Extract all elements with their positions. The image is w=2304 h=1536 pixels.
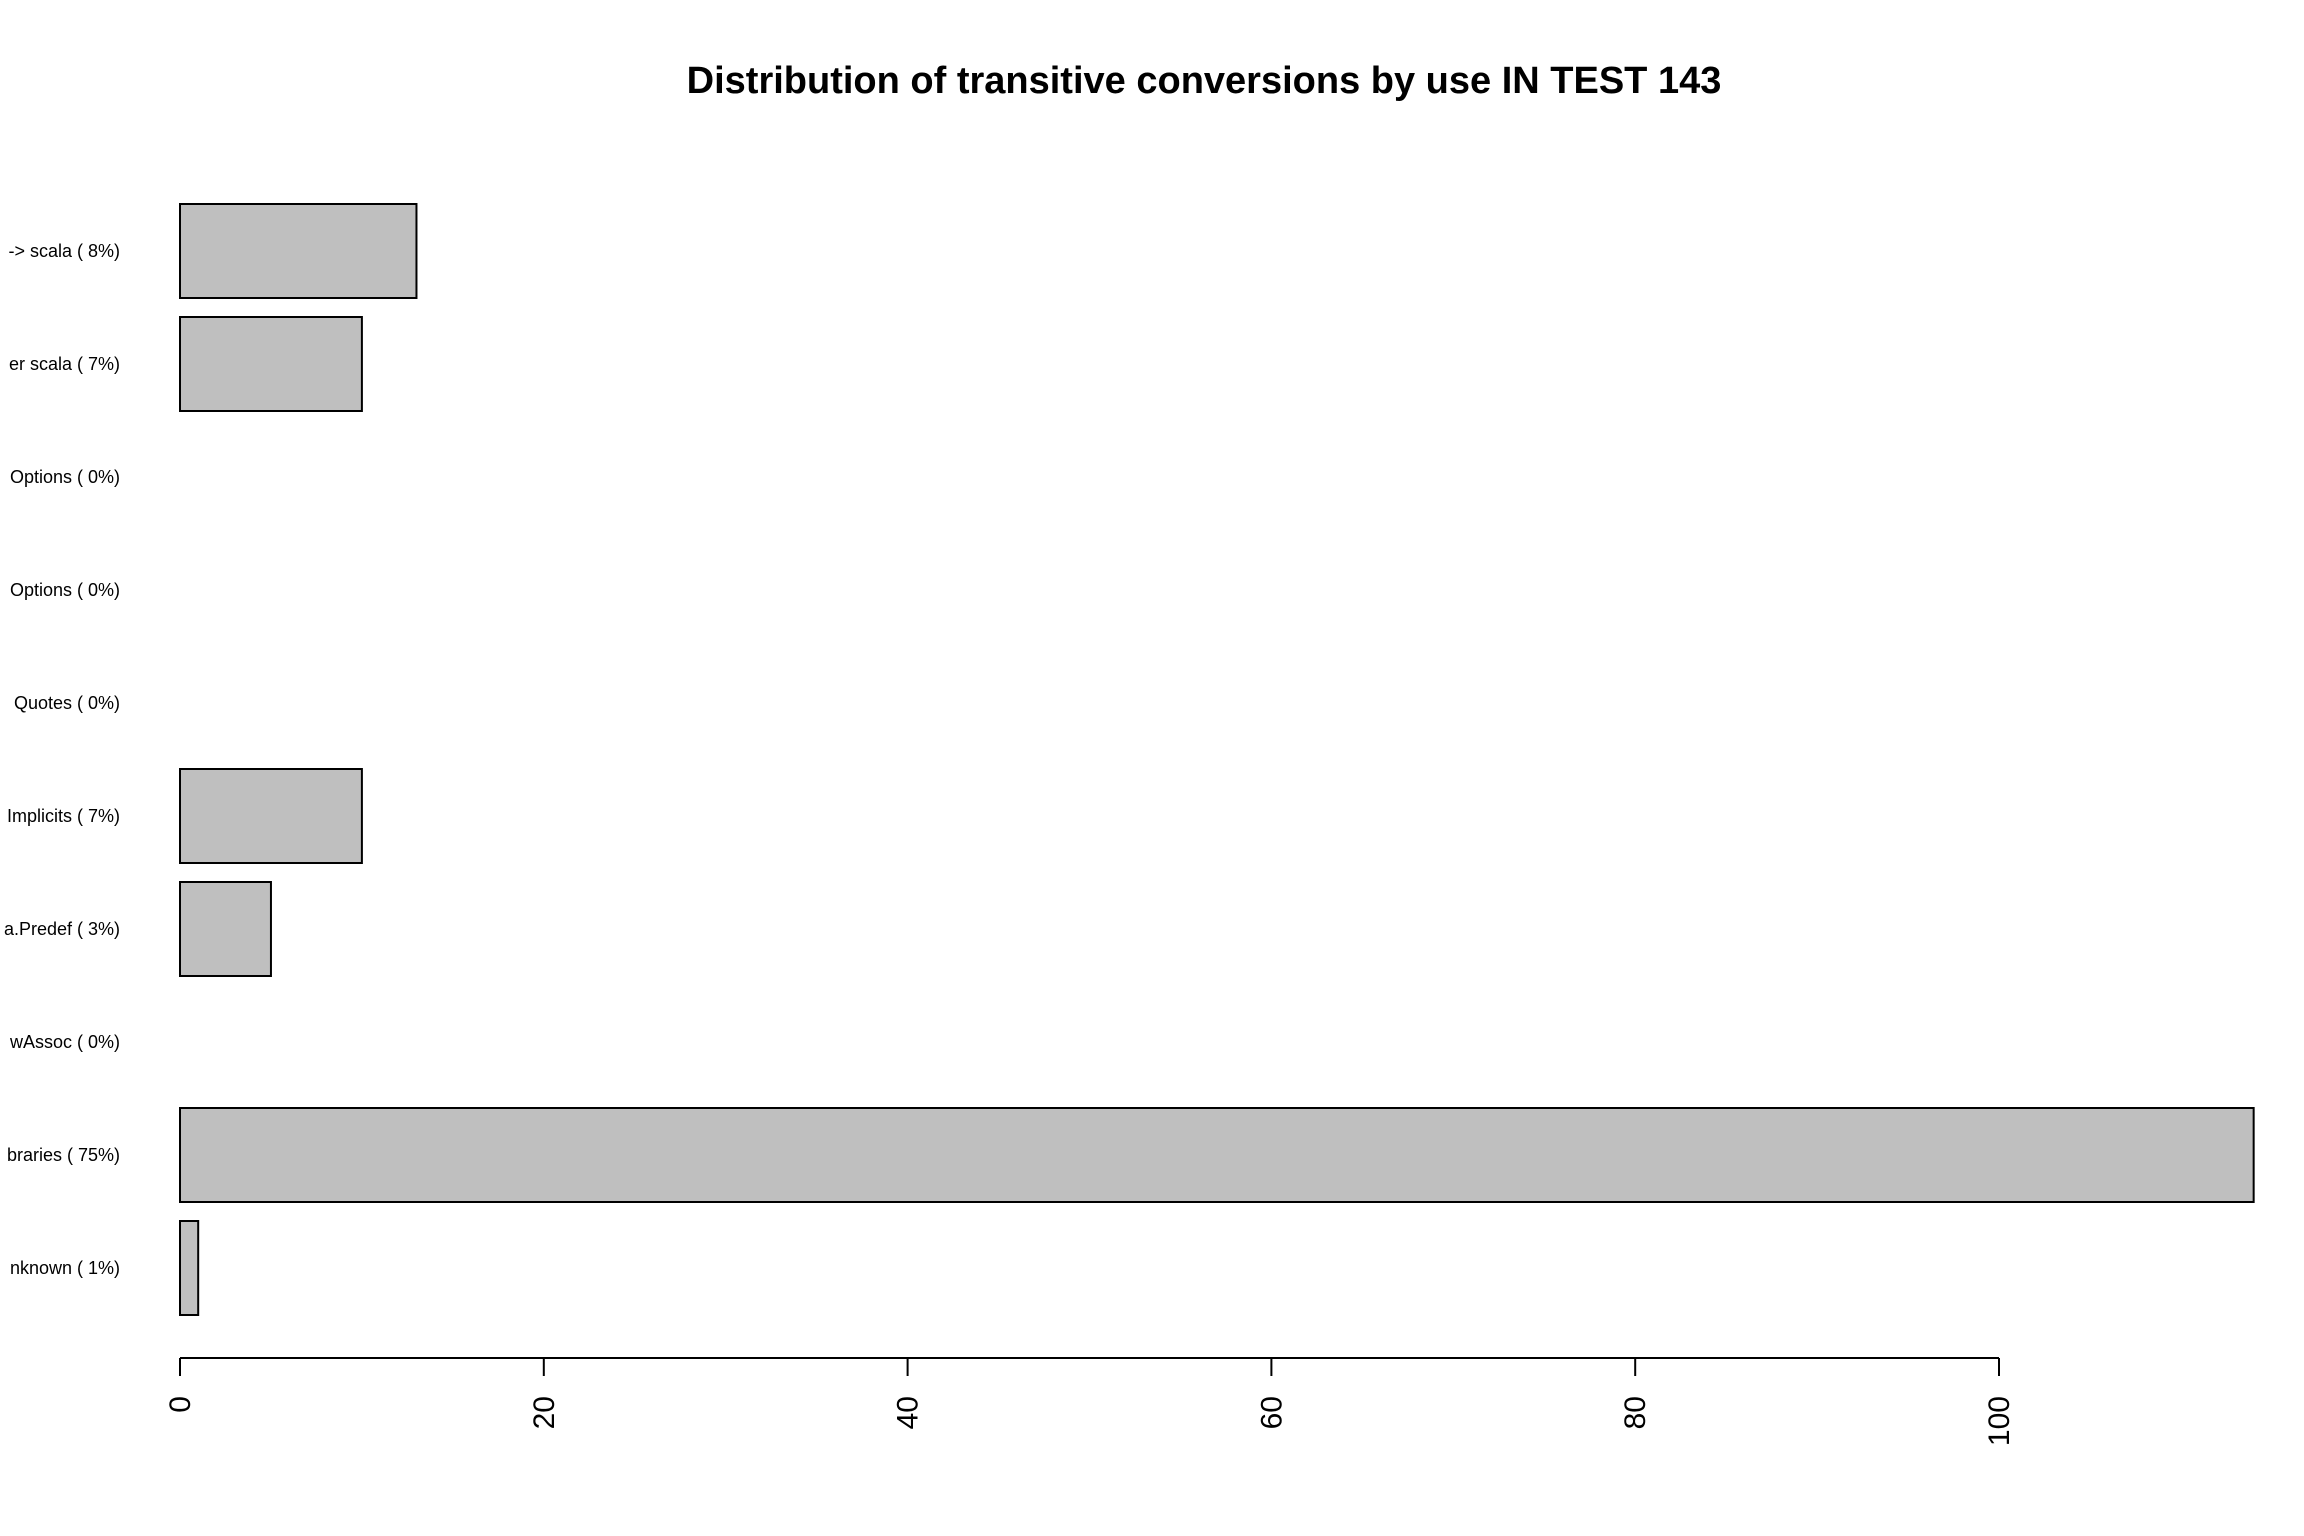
bar: [179, 1220, 200, 1316]
bar: [179, 1107, 2255, 1203]
x-tick-label: 60: [1255, 1396, 1288, 1429]
bar: [179, 316, 363, 412]
x-tick-label: 80: [1619, 1396, 1652, 1429]
category-label: Options ( 0%): [10, 467, 120, 487]
bars-group: [179, 203, 2255, 1316]
category-labels-group: -> scala ( 8%) er scala ( 7%) Options ( 0%…: [4, 241, 120, 1278]
category-label: a.Predef ( 3%): [4, 919, 120, 939]
x-tick-label: 0: [164, 1396, 197, 1413]
category-label: braries ( 75%): [7, 1145, 120, 1165]
bar: [179, 881, 272, 977]
bar: [179, 768, 363, 864]
category-label: Implicits ( 7%): [7, 806, 120, 826]
category-label: -> scala ( 8%): [8, 241, 120, 261]
x-tick-label: 100: [1983, 1396, 2016, 1446]
category-label: Quotes ( 0%): [14, 693, 120, 713]
chart-title: Distribution of transitive conversions b…: [687, 60, 1722, 102]
category-label: wAssoc ( 0%): [9, 1032, 120, 1052]
bar: [179, 203, 418, 299]
x-axis: 0 20 40 60 80 100: [164, 1357, 2016, 1446]
category-label: er scala ( 7%): [9, 354, 120, 374]
x-tick-label: 40: [892, 1396, 925, 1429]
category-label: nknown ( 1%): [10, 1258, 120, 1278]
x-tick-label: 20: [528, 1396, 561, 1429]
category-label: Options ( 0%): [10, 580, 120, 600]
